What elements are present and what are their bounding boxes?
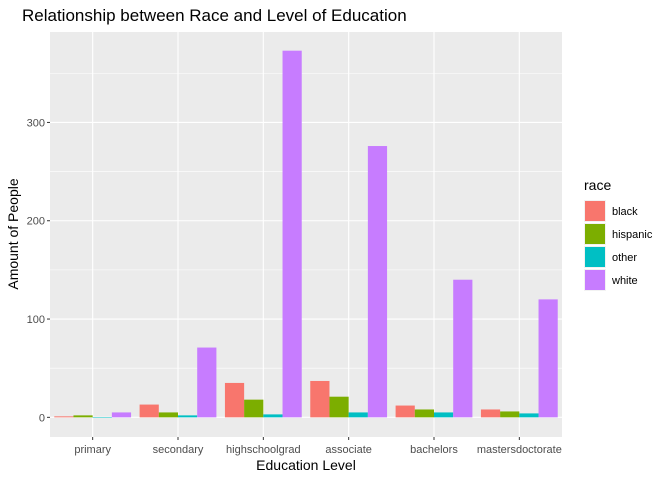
x-axis-title: Education Level (256, 457, 356, 473)
y-axis: 0 100 200 300 (27, 117, 50, 424)
legend-items: black hispanic other white (584, 200, 653, 291)
x-tick-label: secondary (153, 444, 204, 456)
bar-black-secondary (139, 404, 159, 418)
bar-other-primary (92, 417, 112, 418)
bar-black-bachelors (395, 405, 415, 418)
y-tick-label: 300 (27, 117, 45, 129)
x-tick-label: mastersdoctorate (477, 444, 562, 456)
bar-hispanic-primary (73, 415, 93, 418)
legend-label-hispanic: hispanic (612, 229, 653, 241)
legend-key-black (585, 201, 605, 221)
y-tick-label: 200 (27, 216, 45, 228)
x-tick-label: bachelors (410, 444, 458, 456)
bar-black-primary (54, 416, 74, 418)
y-axis-title: Amount of People (5, 178, 21, 290)
legend-title: race (584, 177, 611, 193)
bar-hispanic-mastersdoctorate (500, 411, 520, 418)
bar-black-associate (310, 380, 330, 418)
grid-minor-lines (50, 73, 562, 369)
y-tick-label: 0 (39, 412, 45, 424)
legend: race black hispanic other white (584, 177, 653, 291)
bar-white-associate (367, 146, 388, 418)
legend-label-black: black (612, 206, 638, 218)
bar-hispanic-secondary (158, 412, 178, 418)
legend-key-other (585, 247, 605, 267)
legend-label-other: other (612, 252, 637, 264)
bar-other-bachelors (434, 412, 454, 418)
legend-key-hispanic (585, 224, 605, 244)
bar-white-mastersdoctorate (538, 299, 558, 418)
bar-other-secondary (178, 415, 198, 418)
bar-black-highschoolgrad (224, 382, 245, 418)
legend-key-white (585, 270, 605, 290)
bar-other-highschoolgrad (263, 414, 283, 418)
x-tick-label: primary (74, 444, 111, 456)
grid-major-lines (50, 32, 562, 437)
x-tick-label: associate (325, 444, 371, 456)
bar-white-primary (111, 412, 132, 418)
plot-panel (50, 32, 562, 437)
chart-title: Relationship between Race and Level of E… (22, 6, 407, 25)
bar-white-bachelors (453, 279, 473, 418)
bar-other-mastersdoctorate (519, 413, 539, 418)
legend-label-white: white (611, 275, 638, 287)
bar-hispanic-highschoolgrad (244, 399, 264, 418)
x-axis: primary secondary highschoolgrad associate b… (74, 437, 562, 456)
bar-hispanic-bachelors (414, 409, 434, 418)
bar-white-secondary (197, 347, 217, 418)
bars-group (54, 50, 558, 418)
bar-white-highschoolgrad (282, 50, 302, 418)
bar-black-mastersdoctorate (480, 409, 501, 418)
y-tick-label: 100 (27, 314, 45, 326)
bar-hispanic-associate (329, 396, 349, 418)
bar-other-associate (348, 412, 368, 418)
x-tick-label: highschoolgrad (226, 444, 301, 456)
